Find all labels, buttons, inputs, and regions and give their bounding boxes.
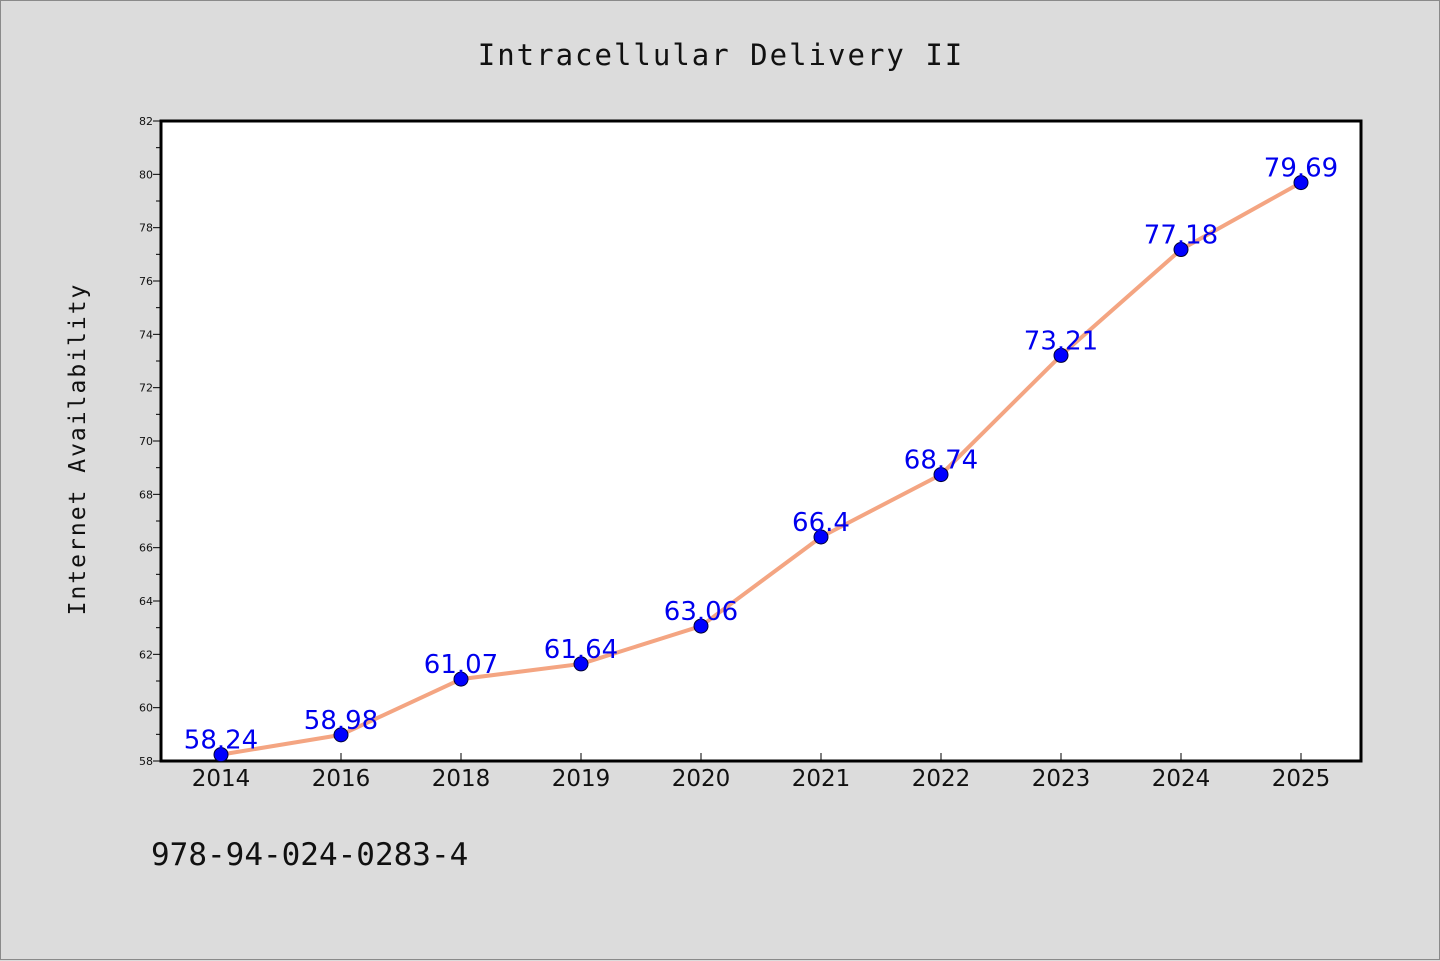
data-label: 58.24	[184, 726, 258, 756]
y-tick-label: 60	[139, 702, 153, 715]
x-tick-label: 2021	[792, 766, 851, 792]
y-tick-label: 68	[139, 488, 153, 501]
data-label: 63.06	[664, 597, 738, 627]
data-label: 58.98	[304, 706, 378, 736]
y-axis: 58 60 62 64 66 68 70 72 74 76 78 80 82	[139, 115, 161, 768]
data-point	[1173, 242, 1189, 258]
x-tick-label: 2023	[1032, 766, 1091, 792]
data-label: 61.64	[544, 635, 618, 665]
chart-title: Intracellular Delivery II	[478, 38, 965, 72]
data-point	[213, 747, 229, 763]
data-labels: 58.24 58.98 61.07 61.64 63.06 66.4 68.74 73.21 7…	[184, 154, 1338, 756]
data-point	[1293, 175, 1309, 191]
data-point	[333, 727, 349, 743]
x-tick-label: 2025	[1272, 766, 1331, 792]
series-line	[219, 180, 1303, 757]
data-point	[933, 467, 949, 483]
x-tick-label: 2014	[192, 766, 251, 792]
data-label: 61.07	[424, 650, 498, 680]
x-tick-label: 2018	[432, 766, 491, 792]
data-point	[813, 529, 829, 545]
series-line-group	[219, 180, 1303, 757]
data-point	[1053, 347, 1069, 363]
y-tick-label: 80	[139, 168, 153, 181]
y-tick-label: 70	[139, 435, 153, 448]
data-point	[693, 618, 709, 634]
x-tick-label: 2016	[312, 766, 371, 792]
data-point	[573, 656, 589, 672]
x-tick-label: 2019	[552, 766, 611, 792]
y-tick-label: 76	[139, 275, 153, 288]
y-tick-label: 64	[139, 595, 153, 608]
data-point	[453, 671, 469, 687]
x-tick-label: 2020	[672, 766, 731, 792]
y-tick-label: 62	[139, 648, 153, 661]
y-tick-label: 58	[139, 755, 153, 768]
data-label: 77.18	[1144, 221, 1218, 251]
plot-area	[159, 119, 1363, 763]
data-markers	[213, 175, 1309, 763]
data-label: 79.69	[1264, 154, 1338, 184]
y-tick-label: 78	[139, 222, 153, 235]
y-tick-label: 66	[139, 542, 153, 555]
data-label: 68.74	[904, 446, 978, 476]
y-axis-label: Internet Availability	[65, 283, 91, 616]
x-tick-label: 2022	[912, 766, 971, 792]
data-label: 66.4	[792, 508, 850, 538]
y-tick-label: 74	[139, 328, 153, 341]
x-tick-label: 2024	[1152, 766, 1211, 792]
y-tick-label: 72	[139, 382, 153, 395]
y-tick-label: 82	[139, 115, 153, 128]
x-axis: 2014 2016 2018 2019 2020 2021 2022 2023 2024 2025	[192, 753, 1331, 792]
data-label: 73.21	[1024, 326, 1098, 356]
isbn-footnote: 978-94-024-0283-4	[151, 837, 468, 873]
